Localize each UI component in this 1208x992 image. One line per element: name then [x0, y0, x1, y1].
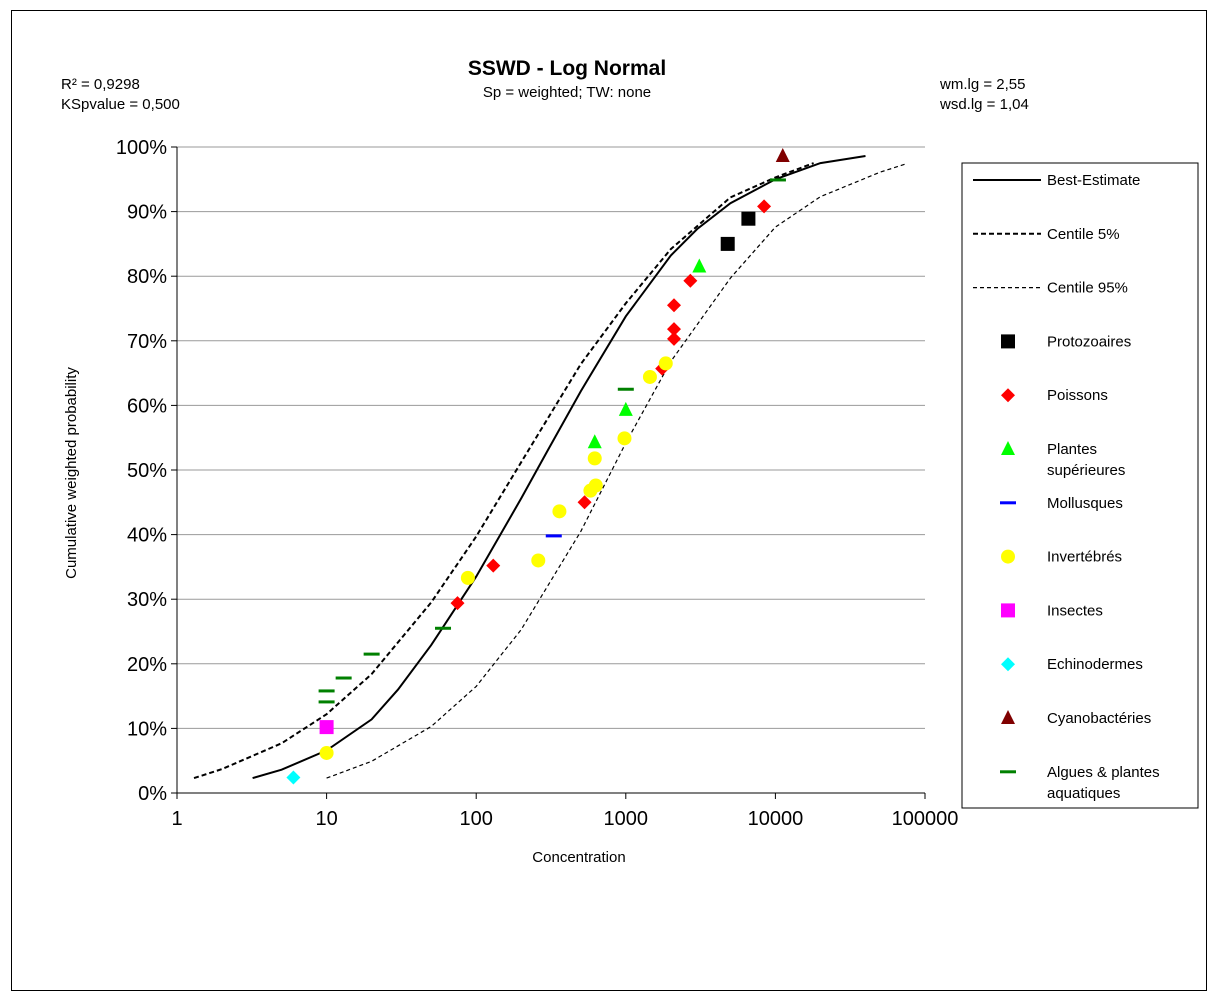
point-plantes-superieures	[587, 434, 602, 449]
legend-label-algues-plantes-aquatiques: Algues & plantes	[1047, 764, 1160, 781]
grid-layer	[177, 146, 925, 729]
legend-label-invertebres: Invertébrés	[1047, 549, 1122, 566]
point-plantes-superieures	[618, 401, 633, 416]
legend-box	[961, 162, 1199, 809]
y-tick-label: 0%	[138, 783, 167, 805]
point-algues-plantes-aquatiques	[617, 387, 634, 391]
stat-r-squared: R² = 0,9298	[61, 76, 140, 93]
point-layer	[286, 148, 790, 785]
point-invertebres	[460, 570, 475, 585]
point-algues-plantes-aquatiques	[363, 652, 380, 656]
legend-label-insectes: Insectes	[1047, 602, 1103, 619]
y-tick-label: 10%	[127, 718, 167, 740]
legend-swatch-poissons	[1001, 388, 1015, 403]
chart-title: SSWD - Log Normal	[468, 57, 666, 80]
point-poissons	[450, 596, 465, 611]
legend-swatch-insectes	[1001, 603, 1015, 618]
legend-swatch-cyanobacteries	[1001, 710, 1015, 724]
y-tick-label: 80%	[127, 266, 167, 288]
stat-wm-lg: wm.lg = 2,55	[939, 76, 1025, 93]
point-algues-plantes-aquatiques	[769, 178, 786, 182]
legend-label-algues-plantes-aquatiques: aquatiques	[1047, 785, 1120, 802]
legend-swatch-plantes-superieures	[1001, 441, 1015, 455]
point-plantes-superieures	[692, 258, 707, 273]
point-cyanobacteries	[775, 148, 790, 163]
y-tick-label: 90%	[127, 202, 167, 224]
curve-best-estimate	[252, 155, 866, 780]
point-invertebres	[552, 504, 567, 519]
point-protozoaires	[720, 236, 735, 251]
curve-centile-5	[193, 162, 814, 780]
legend-label-echinodermes: Echinodermes	[1047, 656, 1143, 673]
chart-subtitle: Sp = weighted; TW: none	[483, 84, 651, 101]
stat-ks-pvalue: KSpvalue = 0,500	[61, 96, 180, 113]
legend-label-centile-5: Centile 5%	[1047, 226, 1120, 243]
y-tick-label: 60%	[127, 395, 167, 417]
stat-wsd-lg: wsd.lg = 1,04	[939, 96, 1029, 113]
legend: Best-Estimate Centile 5% Centile 95% Protoz…	[961, 162, 1199, 809]
x-tick-label: 1	[171, 808, 182, 830]
y-tick-label: 30%	[127, 589, 167, 611]
point-algues-plantes-aquatiques	[435, 626, 452, 630]
point-insectes	[319, 720, 334, 735]
curve-layer	[193, 155, 907, 780]
legend-label-best-estimate: Best-Estimate	[1047, 172, 1140, 189]
y-tick-label: 50%	[127, 460, 167, 482]
point-poissons	[757, 199, 772, 214]
y-tick-label: 70%	[127, 331, 167, 353]
x-axis-label: Concentration	[532, 849, 625, 866]
point-invertebres	[587, 451, 602, 466]
y-tick-label: 100%	[116, 137, 167, 159]
legend-label-mollusques: Mollusques	[1047, 495, 1123, 512]
point-invertebres	[531, 553, 546, 568]
point-protozoaires	[741, 211, 756, 226]
legend-label-plantes-superieures: Plantes	[1047, 441, 1097, 458]
y-tick-label: 20%	[127, 654, 167, 676]
legend-swatch-algues-plantes-aquatiques	[1000, 770, 1016, 774]
point-poissons	[486, 558, 501, 573]
legend-label-plantes-superieures: supérieures	[1047, 462, 1125, 479]
legend-label-poissons: Poissons	[1047, 387, 1108, 404]
point-invertebres	[319, 745, 334, 760]
point-poissons	[667, 331, 682, 346]
x-tick-label: 100	[460, 808, 493, 830]
legend-swatch-mollusques	[1000, 501, 1016, 505]
y-tick-label: 40%	[127, 525, 167, 547]
point-poissons	[683, 273, 698, 288]
axis-layer	[171, 146, 926, 799]
point-algues-plantes-aquatiques	[335, 676, 352, 680]
point-poissons	[577, 495, 592, 510]
point-algues-plantes-aquatiques	[318, 700, 335, 704]
legend-swatch-protozoaires	[1001, 334, 1015, 349]
point-mollusques	[545, 534, 562, 538]
x-tick-label: 10000	[748, 808, 804, 830]
x-tick-label: 10	[315, 808, 337, 830]
chart-svg: 0% 10% 20% 30% 40% 50% 60% 70% 80% 90% 100% 1 10 100 1…	[61, 57, 1199, 866]
legend-label-centile-95: Centile 95%	[1047, 280, 1128, 297]
x-tick-label: 1000	[604, 808, 649, 830]
point-poissons	[667, 322, 682, 337]
chart-frame: 0% 10% 20% 30% 40% 50% 60% 70% 80% 90% 100% 1 10 100 1…	[11, 10, 1207, 991]
point-invertebres	[642, 369, 657, 384]
y-axis-label: Cumulative weighted probability	[63, 367, 80, 579]
point-echinodermes	[286, 770, 301, 785]
point-invertebres	[588, 478, 603, 493]
x-tick-label: 100000	[892, 808, 959, 830]
tick-label-layer: 0% 10% 20% 30% 40% 50% 60% 70% 80% 90% 100% 1 10 100 1…	[116, 137, 959, 830]
point-poissons	[667, 298, 682, 313]
point-algues-plantes-aquatiques	[318, 689, 335, 693]
legend-label-cyanobacteries: Cyanobactéries	[1047, 710, 1151, 727]
legend-swatch-echinodermes	[1001, 657, 1015, 672]
legend-label-protozoaires: Protozoaires	[1047, 333, 1131, 350]
curve-centile-95	[326, 163, 907, 779]
legend-swatch-invertebres	[1001, 549, 1015, 564]
point-invertebres	[658, 356, 673, 371]
point-invertebres	[617, 431, 632, 446]
